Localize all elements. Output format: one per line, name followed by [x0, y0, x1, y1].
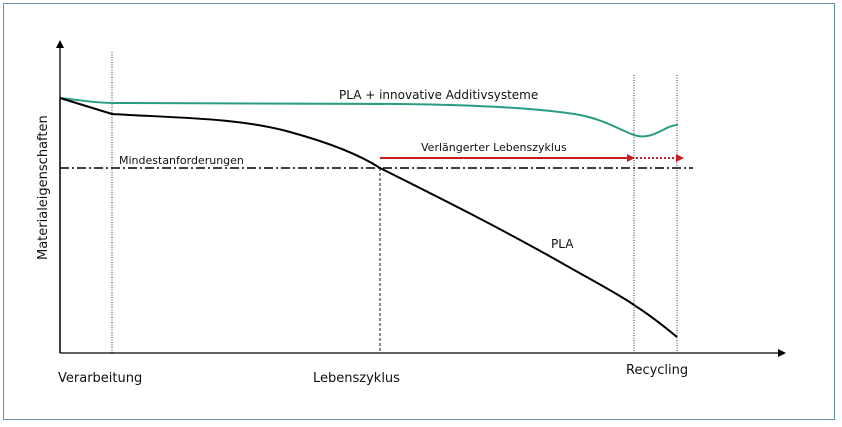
additive-curve [59, 97, 679, 138]
extended-lifecycle-label: Verlängerter Lebenszyklus [421, 141, 567, 154]
x-label-lifecycle: Lebenszyklus [313, 371, 400, 386]
pla-curve [59, 97, 678, 338]
diagram-frame [3, 3, 835, 420]
additive-curve-label: PLA + innovative Additivsysteme [339, 88, 538, 102]
y-axis-label: Materialeigenschaften [36, 115, 51, 260]
x-label-processing: Verarbeitung [58, 371, 142, 386]
pla-curve-label: PLA [551, 237, 574, 251]
threshold-label: Mindestanforderungen [119, 154, 244, 167]
x-label-recycling: Recycling [626, 363, 688, 378]
